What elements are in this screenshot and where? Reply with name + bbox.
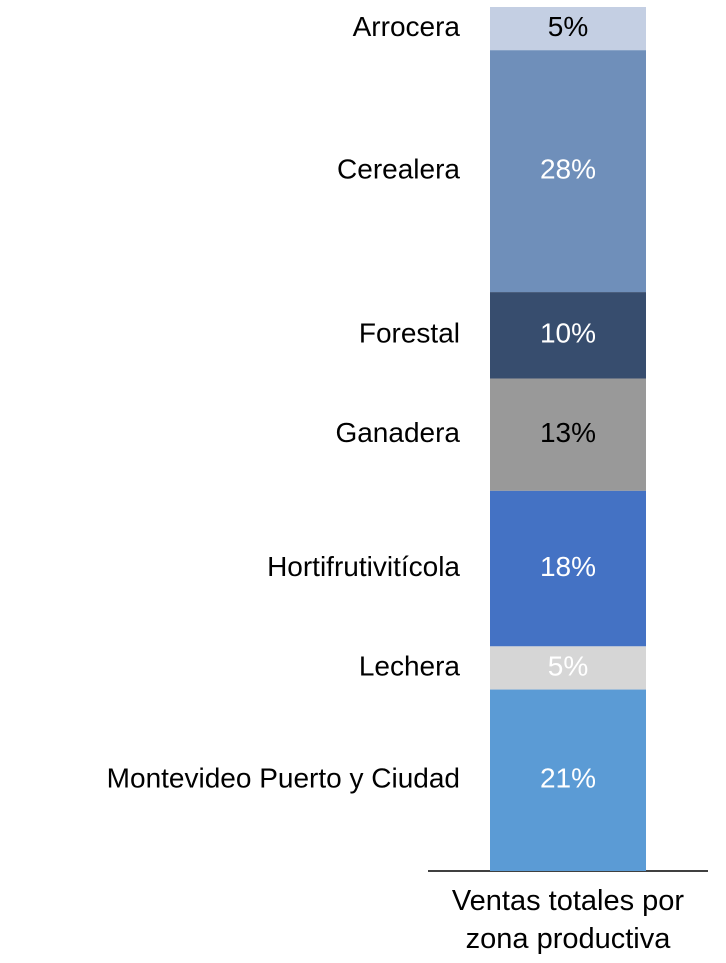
segment-label: Forestal	[359, 318, 460, 349]
segment-label: Arrocera	[353, 11, 461, 42]
value-label: 5%	[548, 11, 588, 42]
x-tick-label: Ventas totales por zona productiva	[451, 885, 685, 955]
value-label: 13%	[540, 417, 596, 448]
bar-segment	[490, 378, 646, 491]
segment-label: Ganadera	[335, 417, 460, 448]
value-label: 18%	[540, 551, 596, 582]
segment-label: Hortifrutivitícola	[267, 551, 460, 582]
bar-segment	[490, 689, 646, 871]
bar-segment	[490, 292, 646, 379]
segment-label: Lechera	[359, 650, 461, 681]
bar-segment	[490, 646, 646, 690]
segment-label: Cerealera	[337, 154, 460, 185]
value-label: 5%	[548, 650, 588, 681]
bar-segment	[490, 7, 646, 51]
value-label: 10%	[540, 318, 596, 349]
value-label: 21%	[540, 763, 596, 794]
value-label: 28%	[540, 154, 596, 185]
bar-segment	[490, 50, 646, 293]
segment-label: Montevideo Puerto y Ciudad	[107, 763, 460, 794]
bar-segment	[490, 490, 646, 647]
